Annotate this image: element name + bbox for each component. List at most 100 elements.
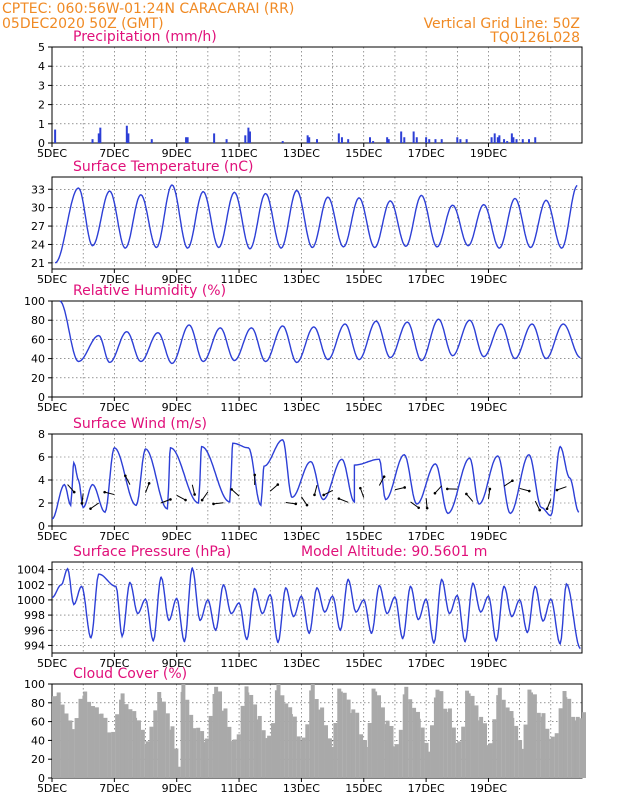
cloud-bar <box>474 705 479 778</box>
cloud-bar <box>373 691 378 778</box>
y-tick-label: 6 <box>38 451 45 464</box>
wind-arrowhead <box>124 474 127 478</box>
cloud-bar <box>292 716 297 778</box>
cloud-bar <box>310 684 315 778</box>
cloud-bar <box>227 726 232 778</box>
cloud-bar <box>479 716 484 778</box>
header-station: CPTEC: 060:56W-01:24N CARACARAI (RR) <box>2 1 294 17</box>
precip-bar <box>425 137 428 143</box>
y-tick-label: 5 <box>38 41 45 54</box>
precip-bar <box>244 135 247 143</box>
cloud-bar <box>124 704 129 778</box>
precip-bar <box>185 137 188 143</box>
precip-bar <box>490 137 493 143</box>
cloud-bar <box>380 707 385 778</box>
cloud-bar <box>68 720 73 778</box>
panel-frame <box>51 433 583 527</box>
cloud-bar <box>483 723 488 778</box>
y-tick-label: 80 <box>31 314 45 327</box>
cloud-bar <box>501 699 506 778</box>
cloud-bar <box>284 703 289 778</box>
panel-title: Precipitation (mm/h) <box>73 29 217 45</box>
x-tick-label: 9DEC <box>162 530 192 543</box>
cloud-bar <box>276 684 281 778</box>
wind-arrowhead <box>276 483 280 486</box>
cloud-bar <box>245 692 250 778</box>
wind-arrowhead <box>193 493 196 496</box>
x-tick-label: 7DEC <box>99 657 129 670</box>
cloud-bar <box>267 735 272 778</box>
wind-arrowhead <box>89 507 92 510</box>
cloud-bar <box>218 691 223 778</box>
wind-arrowhead <box>488 487 492 491</box>
cloud-bar <box>99 713 104 778</box>
x-tick-label: 5DEC <box>37 273 67 286</box>
wind-arrowhead <box>169 498 172 501</box>
wind-arrowhead <box>528 489 531 493</box>
x-tick-label: 5DEC <box>37 530 67 543</box>
precip-bar <box>247 127 250 143</box>
cloud-bar <box>541 713 546 778</box>
panel-frame <box>51 300 583 398</box>
cloud-bar <box>240 705 245 778</box>
x-tick-label: 7DEC <box>99 401 129 414</box>
wind-arrow <box>503 480 513 487</box>
cloud-bar <box>519 748 524 778</box>
wind-arrowhead <box>337 497 341 500</box>
y-tick-label: 4 <box>38 474 45 487</box>
y-tick-label: 60 <box>31 333 45 346</box>
cloud-bar <box>214 686 219 778</box>
wind-arrowhead <box>212 502 215 506</box>
cloud-bar <box>95 714 100 778</box>
cloud-bar <box>87 701 92 778</box>
wind-arrowhead <box>545 507 549 511</box>
cloud-bar <box>497 687 502 778</box>
x-tick-label: 17DEC <box>408 530 445 543</box>
cloud-bar <box>389 725 394 778</box>
x-tick-label: 19DEC <box>470 401 507 414</box>
wind-arrowhead <box>294 502 298 506</box>
precip-bar <box>534 137 537 143</box>
wind-arrow <box>145 483 150 493</box>
x-tick-label: 17DEC <box>408 147 445 160</box>
wind-arrow <box>556 486 567 491</box>
x-tick-label: 15DEC <box>345 273 382 286</box>
wind-arrowhead <box>425 506 429 510</box>
cloud-bar <box>296 736 301 778</box>
precip-bar <box>97 133 100 143</box>
x-tick-label: 9DEC <box>162 147 192 160</box>
panel-title: Surface Pressure (hPa) <box>73 544 231 560</box>
wind-arrow <box>201 491 209 501</box>
panel-frame <box>51 46 583 144</box>
wind-arrow <box>519 487 530 492</box>
cloud-bar <box>64 713 69 778</box>
cloud-bar <box>253 704 258 778</box>
y-tick-label: 0 <box>38 391 45 404</box>
x-tick-label: 13DEC <box>283 657 320 670</box>
x-tick-label: 17DEC <box>408 273 445 286</box>
cloud-bar <box>170 726 175 778</box>
precip-bar <box>387 139 390 143</box>
cloud-bar <box>412 707 417 778</box>
cloud-bar <box>115 714 120 778</box>
wind-arrow <box>104 491 115 496</box>
x-tick-label: 13DEC <box>283 273 320 286</box>
cloud-bar <box>359 734 364 778</box>
panel-title: Surface Wind (m/s) <box>73 416 207 432</box>
cloud-bar <box>174 748 179 778</box>
y-tick-label: 2 <box>38 99 45 112</box>
x-tick-label: 19DEC <box>470 782 507 795</box>
precip-bar <box>54 129 57 143</box>
y-tick-label: 21 <box>31 257 45 270</box>
precip-bar <box>372 141 375 143</box>
x-tick-label: 11DEC <box>221 147 258 160</box>
x-tick-label: 5DEC <box>37 147 67 160</box>
cloud-bar <box>447 708 452 778</box>
precip-bar <box>347 139 350 143</box>
wind-arrowhead <box>359 486 362 490</box>
cloud-bar <box>582 712 586 778</box>
x-tick-label: 7DEC <box>99 273 129 286</box>
panel-title: Relative Humidity (%) <box>73 283 226 299</box>
cloud-bar <box>571 716 576 778</box>
